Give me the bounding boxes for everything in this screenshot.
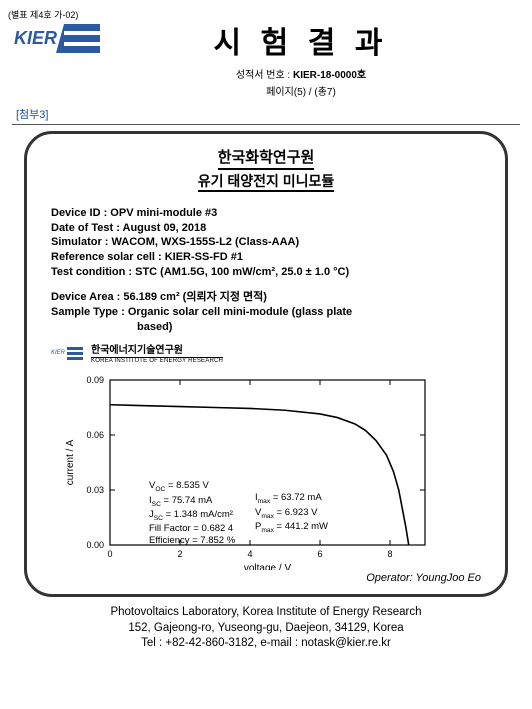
svg-text:0.03: 0.03 [86,485,104,495]
form-number: (별표 제4호 가-02) [8,8,78,21]
metadata-block-2: Device Area : 56.189 cm² (의뢰자 지정 면적) Sam… [51,290,487,335]
device-id: Device ID : OPV mini-module #3 [51,206,487,221]
svg-text:voltage / V: voltage / V [244,563,292,570]
footer-contact: Tel : +82-42-860-3182, e-mail : notask@k… [0,636,532,652]
page-indicator: 페이지(5) / (총7) [110,83,492,98]
iv-chart: 0.00 0.03 0.06 0.09 0 2 4 6 8 voltage / V current … [55,370,435,570]
sample-type-2: based) [51,320,487,335]
footer-address: 152, Gajeong-ro, Yuseong-gu, Daejeon, 34… [0,621,532,637]
report-label: 성적서 번호 : [236,70,290,81]
page-title: 시 험 결 과 [110,18,492,62]
report-number-line: 성적서 번호 : KIER-18-0000호 [110,66,492,81]
svg-text:0.09: 0.09 [86,375,104,385]
result-panel: 한국화학연구원 유기 태양전지 미니모듈 Device ID : OPV min… [24,131,508,597]
svg-text:current / A: current / A [65,440,76,486]
panel-subtitle: 유기 태양전지 미니모듈 [198,172,335,192]
report-number: KIER-18-0000호 [293,70,366,81]
institute-icon: KIER [51,344,85,364]
svg-text:2: 2 [177,549,182,559]
page-footer: Photovoltaics Laboratory, Korea Institut… [0,605,532,652]
chart-annotations-right: Imax = 63.72 mA Vmax = 6.923 V Pmax = 44… [255,492,328,535]
divider [12,124,520,125]
kier-logo: KIER [0,18,110,62]
svg-text:8: 8 [387,549,392,559]
footer-lab: Photovoltaics Laboratory, Korea Institut… [0,605,532,621]
test-condition: Test condition : STC (AM1.5G, 100 mW/cm²… [51,265,487,280]
panel-title: 한국화학연구원 [218,148,315,170]
svg-text:KIER: KIER [51,350,66,356]
metadata-block-1: Device ID : OPV mini-module #3 Date of T… [51,206,487,280]
institute-logo: KIER 한국에너지기술연구원 KOREA INSTITUTE OF ENERG… [51,344,487,364]
institute-name: 한국에너지기술연구원 [91,345,223,358]
operator-name: Operator: YoungJoo Eo [45,572,487,584]
simulator: Simulator : WACOM, WXS-155S-L2 (Class-AA… [51,235,487,250]
svg-text:4: 4 [247,549,252,559]
svg-text:0.06: 0.06 [86,430,104,440]
page-header: KIER 시 험 결 과 성적서 번호 : KIER-18-0000호 페이지(… [0,0,532,102]
sample-type-1: Sample Type : Organic solar cell mini-mo… [51,305,487,320]
svg-text:0: 0 [107,549,112,559]
institute-sub: KOREA INSTITUTE OF ENERGY RESEARCH [91,358,223,364]
attachment-label: [첨부3] [16,106,532,122]
chart-annotations-left: VOC = 8.535 V ISC = 75.74 mA JSC = 1.348… [149,480,235,546]
svg-text:6: 6 [317,549,322,559]
test-date: Date of Test : August 09, 2018 [51,221,487,236]
svg-text:0.00: 0.00 [86,540,104,550]
device-area: Device Area : 56.189 cm² (의뢰자 지정 면적) [51,290,487,305]
reference-cell: Reference solar cell : KIER-SS-FD #1 [51,250,487,265]
logo-text: KIER [14,28,57,48]
